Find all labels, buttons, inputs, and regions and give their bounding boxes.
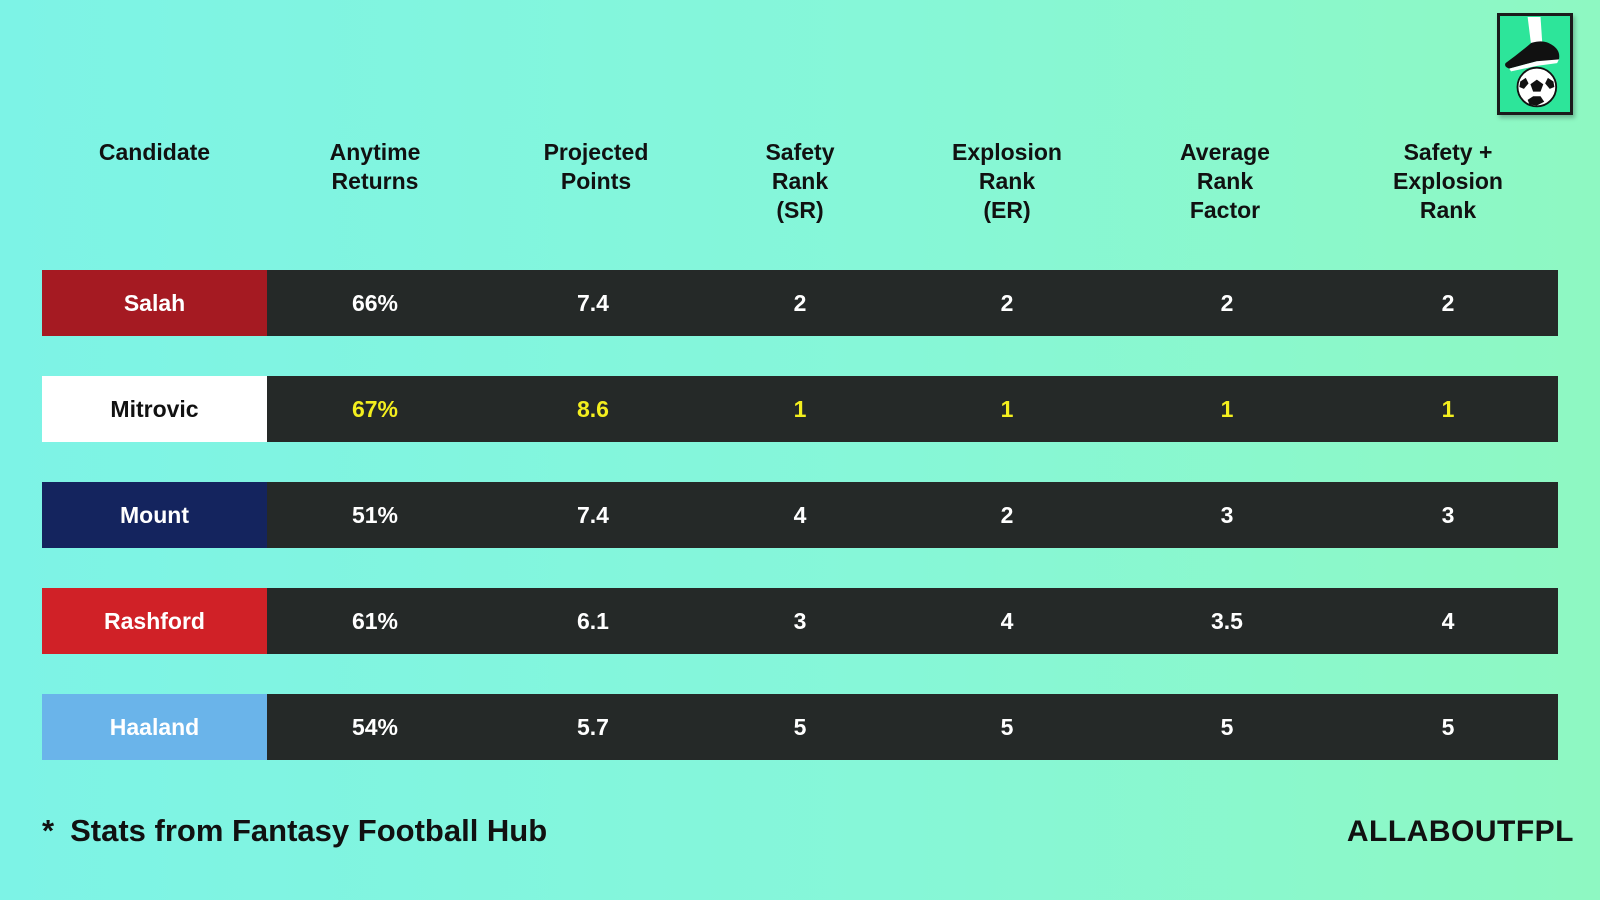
candidate-name: Haaland bbox=[42, 694, 267, 760]
header-average-rank-factor: Average Rank Factor bbox=[1180, 139, 1270, 223]
table-cell: 8.6 bbox=[577, 395, 609, 422]
table-cell: 66% bbox=[351, 289, 399, 316]
candidate-name: Mitrovic bbox=[42, 376, 267, 442]
table-cell: 4 bbox=[1441, 607, 1455, 634]
table-cell: 4 bbox=[793, 501, 807, 528]
table-cell: 3 bbox=[1220, 501, 1234, 528]
source-footnote: * Stats from Fantasy Football Hub bbox=[42, 813, 547, 849]
header-explosion-rank: Explosion Rank (ER) bbox=[952, 139, 1062, 223]
table-cell: 54% bbox=[351, 713, 399, 740]
header-anytime-returns: Anytime Returns bbox=[329, 139, 421, 194]
candidate-name: Salah bbox=[42, 270, 267, 336]
table-cell: 2 bbox=[1441, 289, 1455, 316]
table-cell: 51% bbox=[351, 501, 399, 528]
candidate-name: Mount bbox=[42, 482, 267, 548]
table-cell: 5 bbox=[1000, 713, 1014, 740]
table-cell: 1 bbox=[793, 395, 807, 422]
table-cell: 2 bbox=[1000, 289, 1014, 316]
candidate-name: Rashford bbox=[42, 588, 267, 654]
logo bbox=[1497, 13, 1573, 115]
table-cell: 67% bbox=[351, 395, 399, 422]
football-boot-and-ball-icon bbox=[1505, 17, 1560, 108]
table-cell: 3 bbox=[1441, 501, 1455, 528]
header-safety-rank: Safety Rank (SR) bbox=[765, 139, 835, 223]
table-cell: 5.7 bbox=[577, 713, 609, 740]
table-row: Mitrovic 67% 8.6 1 1 1 1 bbox=[42, 376, 1558, 442]
table-cell: 6.1 bbox=[577, 607, 609, 634]
table-cell: 5 bbox=[1441, 713, 1455, 740]
table-row: Salah 66% 7.4 2 2 2 2 bbox=[42, 270, 1558, 336]
table-header: Candidate Anytime Returns Projected Poin… bbox=[0, 138, 1600, 238]
table-row: Mount 51% 7.4 4 2 3 3 bbox=[42, 482, 1558, 548]
table-cell: 2 bbox=[1220, 289, 1234, 316]
header-candidate: Candidate bbox=[98, 139, 211, 165]
header-projected-points: Projected Points bbox=[543, 139, 649, 194]
table-row: Rashford 61% 6.1 3 4 3.5 4 bbox=[42, 588, 1558, 654]
table-cell: 61% bbox=[351, 607, 399, 634]
table-cell: 5 bbox=[793, 713, 807, 740]
table-cell: 2 bbox=[1000, 501, 1014, 528]
table-row: Haaland 54% 5.7 5 5 5 5 bbox=[42, 694, 1558, 760]
brand-wordmark: ALLABOUTFPL bbox=[1346, 815, 1574, 848]
table-cell: 2 bbox=[793, 289, 807, 316]
header-safety-explosion-rank: Safety + Explosion Rank bbox=[1393, 139, 1503, 223]
table-cell: 4 bbox=[1000, 607, 1014, 634]
table-cell: 1 bbox=[1220, 395, 1234, 422]
table-cell: 3.5 bbox=[1211, 607, 1243, 634]
table-cell: 5 bbox=[1220, 713, 1234, 740]
footnote-text: Stats from Fantasy Football Hub bbox=[70, 813, 548, 848]
table-cell: 7.4 bbox=[577, 289, 609, 316]
table-cell: 1 bbox=[1441, 395, 1455, 422]
footnote-marker: * bbox=[42, 813, 55, 848]
table-cell: 1 bbox=[1000, 395, 1014, 422]
table-cell: 3 bbox=[793, 607, 807, 634]
table-cell: 7.4 bbox=[577, 501, 609, 528]
